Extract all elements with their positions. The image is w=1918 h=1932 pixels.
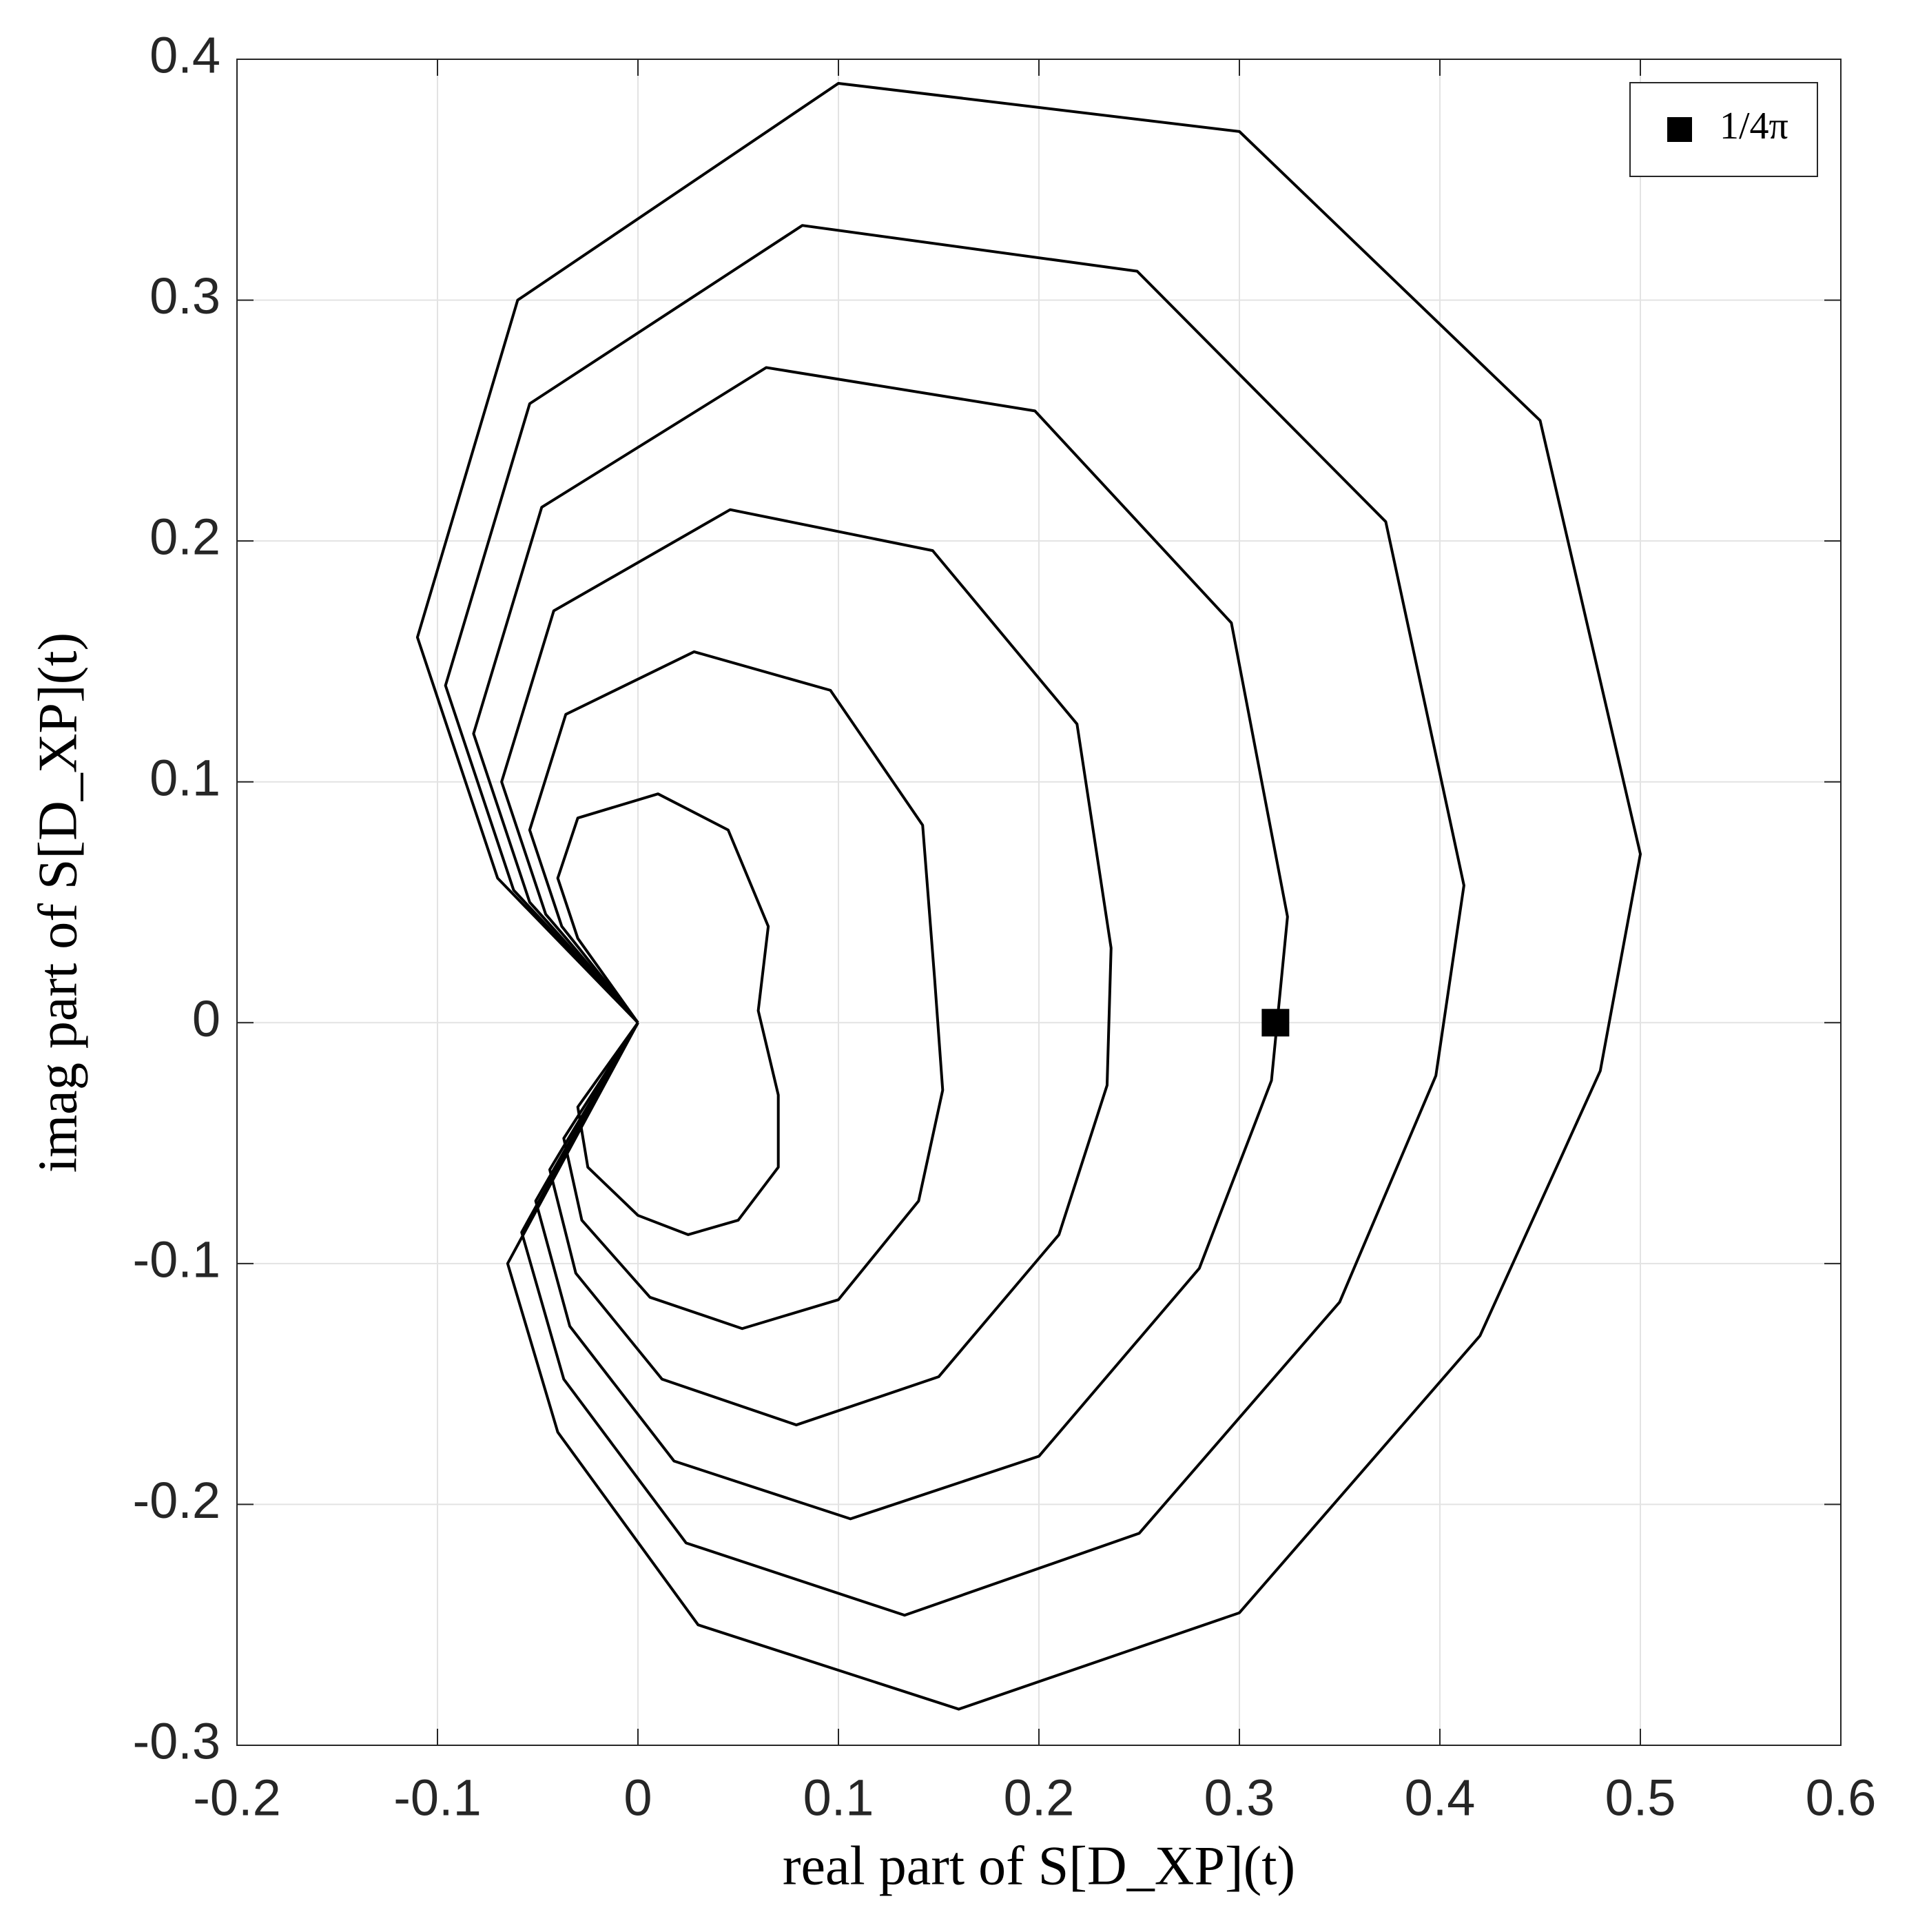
x-tick-label: 0.5 [1605, 1769, 1676, 1827]
y-tick-label: 0.3 [149, 267, 220, 325]
x-axis-label: real part of S[D_XP](t) [783, 1836, 1295, 1896]
curve [415, 81, 1642, 1711]
x-tick-label: 0.3 [1204, 1769, 1275, 1827]
curve [444, 224, 1465, 1617]
x-tick-label: -0.2 [193, 1769, 281, 1827]
legend-swatch [1667, 117, 1692, 142]
x-tick-label: 0.2 [1004, 1769, 1075, 1827]
x-tick-label: 0.1 [803, 1769, 874, 1827]
y-tick-label: 0.4 [149, 27, 220, 84]
y-tick-label: 0.2 [149, 508, 220, 566]
y-tick-label: -0.1 [132, 1231, 220, 1288]
x-tick-label: -0.1 [393, 1769, 482, 1827]
y-tick-label: -0.2 [132, 1472, 220, 1529]
plot-frame [236, 59, 1842, 1746]
x-tick-label: 0.6 [1806, 1769, 1877, 1827]
curve [500, 508, 1113, 1427]
x-tick-label: 0.4 [1405, 1769, 1476, 1827]
marker [1261, 1009, 1290, 1037]
y-tick-label: 0.1 [149, 749, 220, 806]
curve [528, 650, 945, 1330]
curve [472, 366, 1289, 1521]
y-tick-label: 0 [192, 990, 220, 1047]
x-tick-label: 0 [623, 1769, 652, 1827]
y-axis-label: imag part of S[D_XP](t) [28, 633, 88, 1173]
legend-label: 1/4π [1720, 105, 1788, 147]
legend-box [1629, 82, 1818, 177]
y-tick-label: -0.3 [132, 1713, 220, 1770]
curve [556, 792, 780, 1236]
